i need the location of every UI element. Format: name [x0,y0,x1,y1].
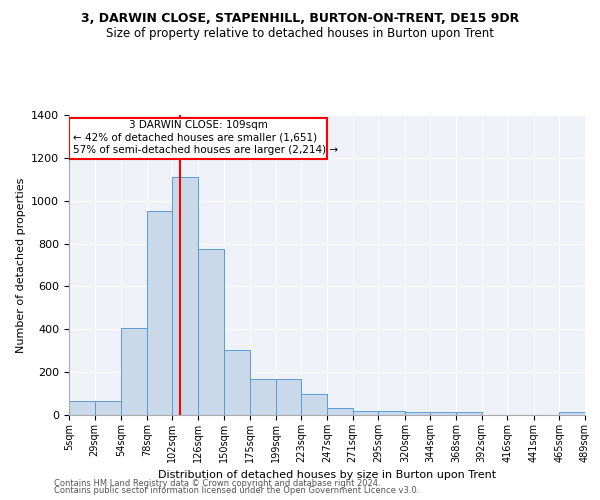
Y-axis label: Number of detached properties: Number of detached properties [16,178,26,352]
Text: 57% of semi-detached houses are larger (2,214) →: 57% of semi-detached houses are larger (… [73,144,338,154]
Bar [121,328,147,415]
Bar [276,379,301,415]
Bar [69,401,95,415]
Bar [172,177,198,415]
Bar [353,411,378,415]
Text: ← 42% of detached houses are smaller (1,651): ← 42% of detached houses are smaller (1,… [73,133,317,143]
Bar [147,212,172,415]
Bar [378,411,405,415]
Bar [224,350,250,415]
Text: Contains public sector information licensed under the Open Government Licence v3: Contains public sector information licen… [54,486,419,495]
Text: 3, DARWIN CLOSE, STAPENHILL, BURTON-ON-TRENT, DE15 9DR: 3, DARWIN CLOSE, STAPENHILL, BURTON-ON-T… [81,12,519,26]
Bar [198,249,224,415]
Text: Size of property relative to detached houses in Burton upon Trent: Size of property relative to detached ho… [106,28,494,40]
Bar [559,412,585,415]
Text: Contains HM Land Registry data © Crown copyright and database right 2024.: Contains HM Land Registry data © Crown c… [54,478,380,488]
Bar [456,412,482,415]
Bar [405,412,430,415]
Bar [250,379,276,415]
X-axis label: Distribution of detached houses by size in Burton upon Trent: Distribution of detached houses by size … [158,470,496,480]
FancyBboxPatch shape [69,118,327,159]
Bar [327,408,353,415]
Text: 3 DARWIN CLOSE: 109sqm: 3 DARWIN CLOSE: 109sqm [128,120,268,130]
Bar [301,394,327,415]
Bar [95,401,121,415]
Bar [430,412,456,415]
